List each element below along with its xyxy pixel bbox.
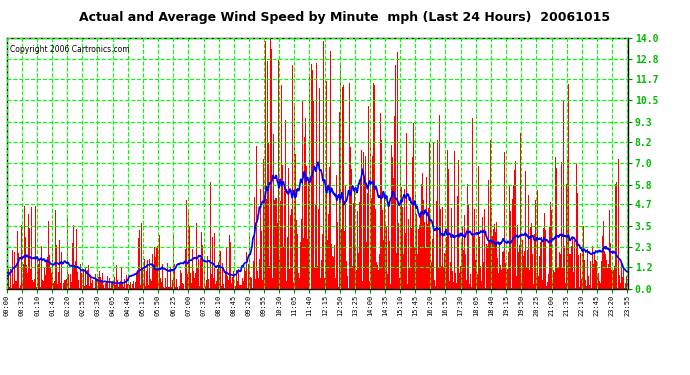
Text: Actual and Average Wind Speed by Minute  mph (Last 24 Hours)  20061015: Actual and Average Wind Speed by Minute …	[79, 11, 611, 24]
Text: Copyright 2006 Cartronics.com: Copyright 2006 Cartronics.com	[10, 45, 130, 54]
